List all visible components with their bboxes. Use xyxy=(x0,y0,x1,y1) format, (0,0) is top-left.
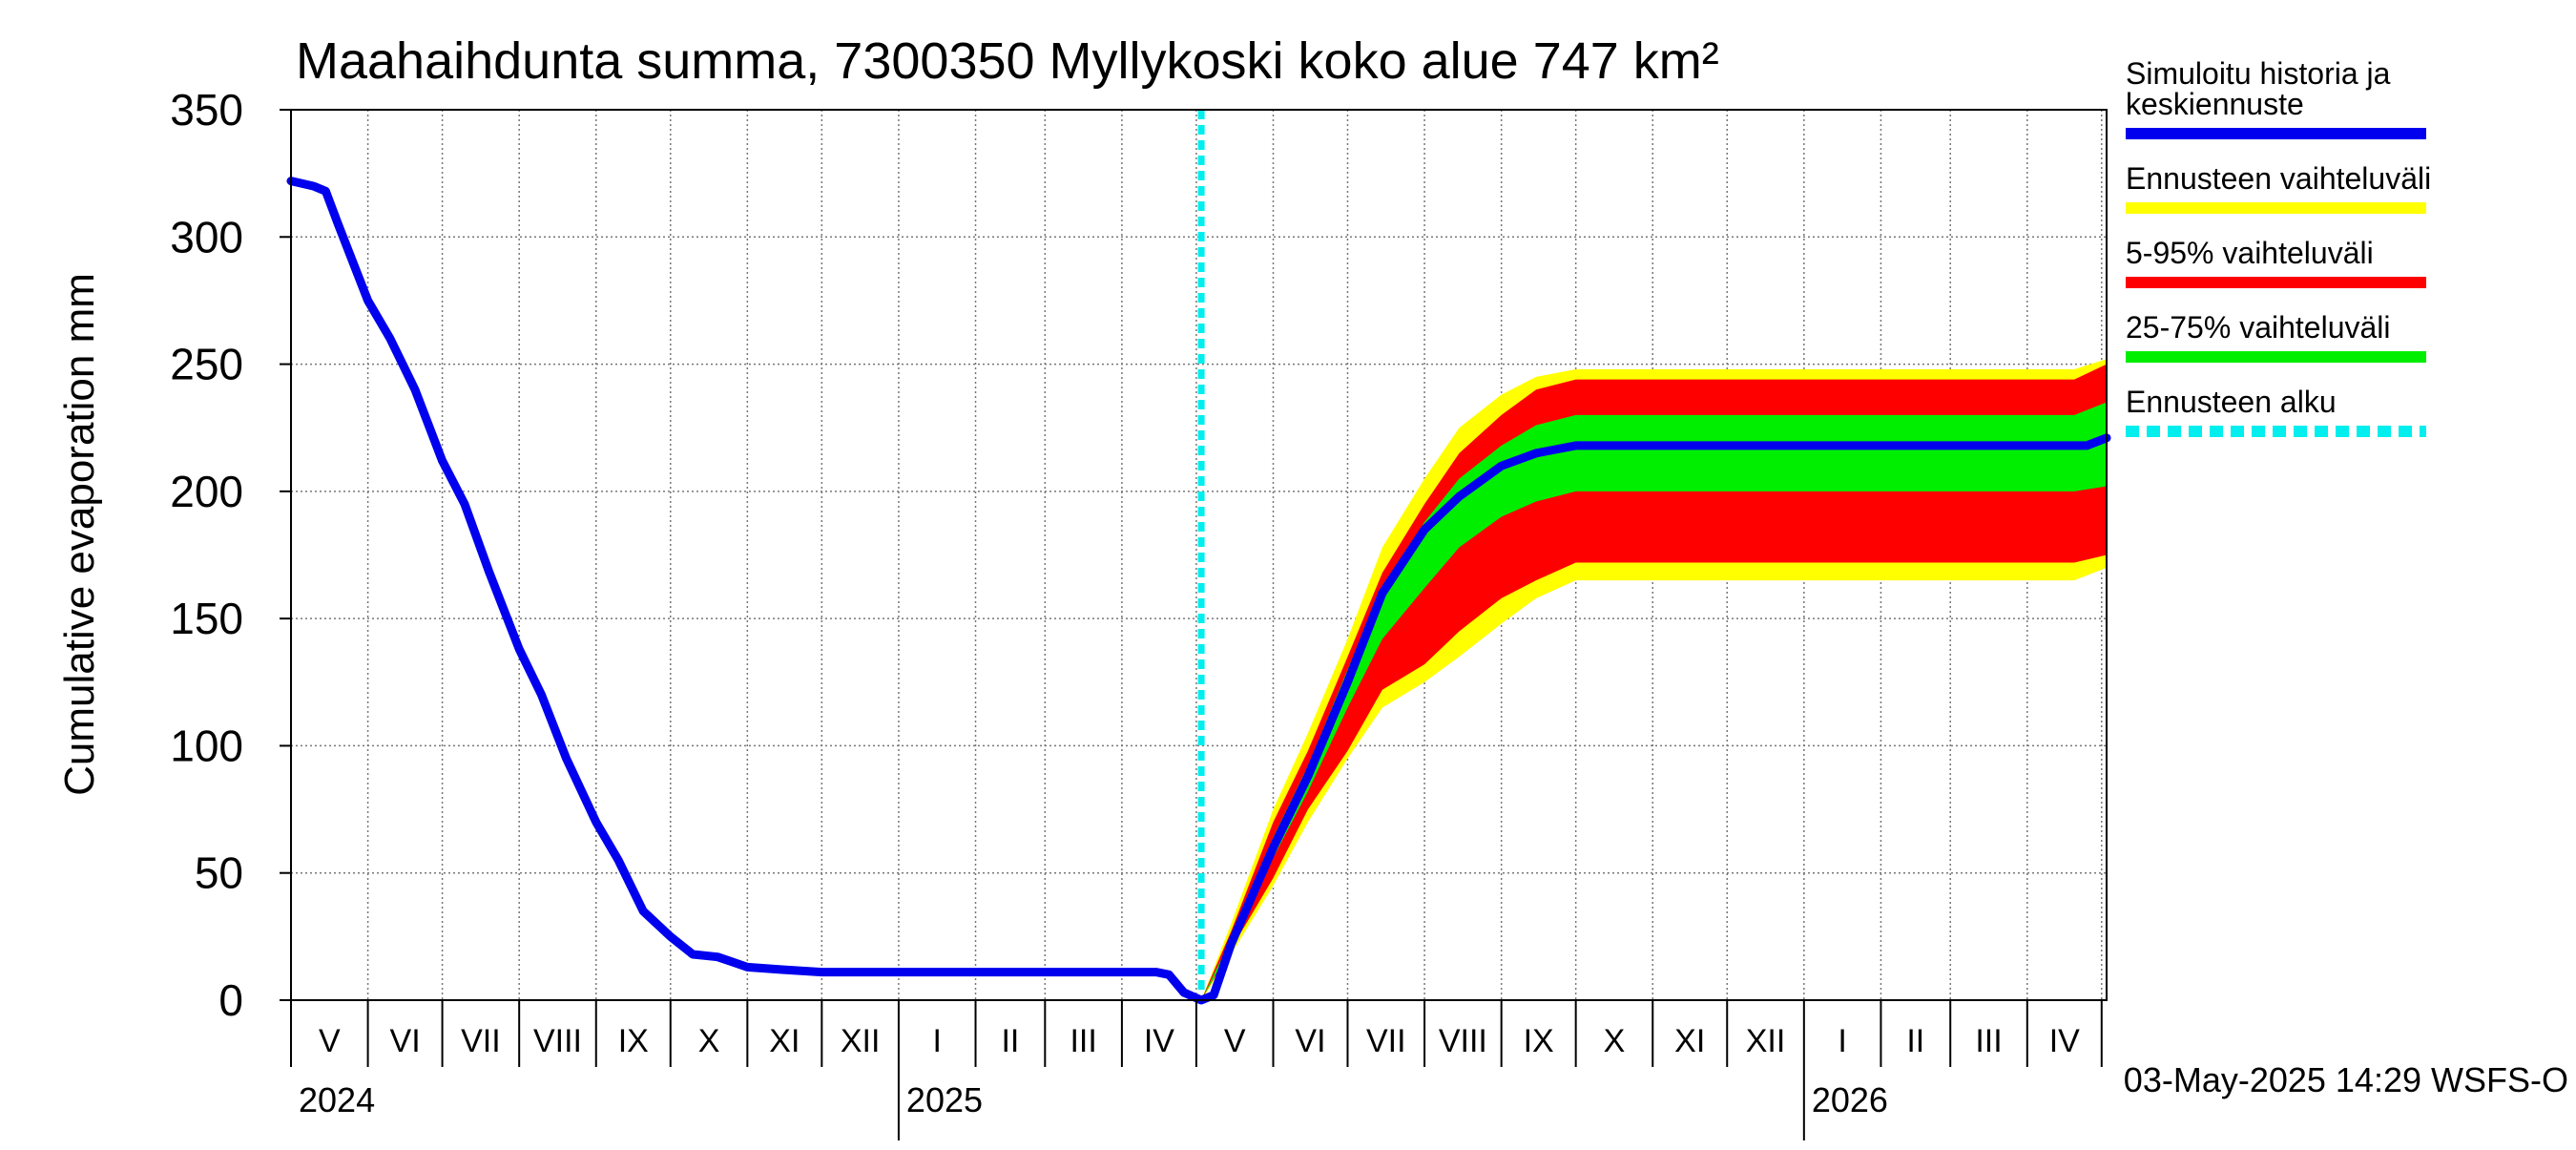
x-month-label: XI xyxy=(769,1023,800,1059)
x-month-label: X xyxy=(1604,1023,1626,1059)
x-month-label: II xyxy=(1906,1023,1924,1059)
series-line-history xyxy=(286,177,2111,1005)
x-month-label: XII xyxy=(841,1023,881,1059)
legend-label: Ennusteen vaihteluväli xyxy=(2126,161,2431,196)
x-month-label: I xyxy=(933,1023,942,1059)
x-month-label: VII xyxy=(1366,1023,1406,1059)
x-month-label: II xyxy=(1001,1023,1019,1059)
y-tick-label: 150 xyxy=(170,594,243,643)
y-tick-label: 350 xyxy=(170,85,243,135)
legend-label: keskiennuste xyxy=(2126,87,2304,121)
y-tick-label: 100 xyxy=(170,721,243,770)
y-tick-label: 0 xyxy=(218,975,243,1025)
x-month-label: IX xyxy=(1524,1023,1554,1059)
y-axis-label: Cumulative evaporation mm xyxy=(56,273,103,796)
x-month-label: VIII xyxy=(1439,1023,1487,1059)
x-month-label: III xyxy=(1070,1023,1096,1059)
footer-timestamp: 03-May-2025 14:29 WSFS-O xyxy=(2124,1060,2568,1099)
x-month-label: VI xyxy=(1295,1023,1325,1059)
x-month-label: XII xyxy=(1746,1023,1786,1059)
x-month-label: V xyxy=(319,1023,341,1059)
x-month-label: V xyxy=(1224,1023,1246,1059)
y-tick-label: 200 xyxy=(170,467,243,516)
band-25-75 xyxy=(1201,402,2107,1000)
x-month-label: X xyxy=(698,1023,720,1059)
y-tick-label: 50 xyxy=(195,848,243,898)
legend-label: 5-95% vaihteluväli xyxy=(2126,236,2374,270)
x-month-label: I xyxy=(1838,1023,1846,1059)
legend-label: 25-75% vaihteluväli xyxy=(2126,310,2391,345)
x-month-label: III xyxy=(1975,1023,2002,1059)
y-tick-label: 300 xyxy=(170,212,243,261)
x-year-label: 2024 xyxy=(299,1080,375,1119)
legend-label: Ennusteen alku xyxy=(2126,385,2337,419)
x-year-label: 2026 xyxy=(1812,1080,1888,1119)
x-month-label: XI xyxy=(1674,1023,1705,1059)
x-month-label: VI xyxy=(390,1023,421,1059)
legend-label: Simuloitu historia ja xyxy=(2126,56,2391,91)
x-month-label: VIII xyxy=(533,1023,582,1059)
x-month-label: IV xyxy=(1144,1023,1174,1059)
x-year-label: 2025 xyxy=(906,1080,983,1119)
y-tick-label: 250 xyxy=(170,340,243,389)
chart-title: Maahaihdunta summa, 7300350 Myllykoski k… xyxy=(296,32,1719,90)
x-month-label: VII xyxy=(461,1023,501,1059)
x-month-label: IX xyxy=(618,1023,649,1059)
x-month-label: IV xyxy=(2049,1023,2080,1059)
plot-frame xyxy=(290,109,2108,1001)
